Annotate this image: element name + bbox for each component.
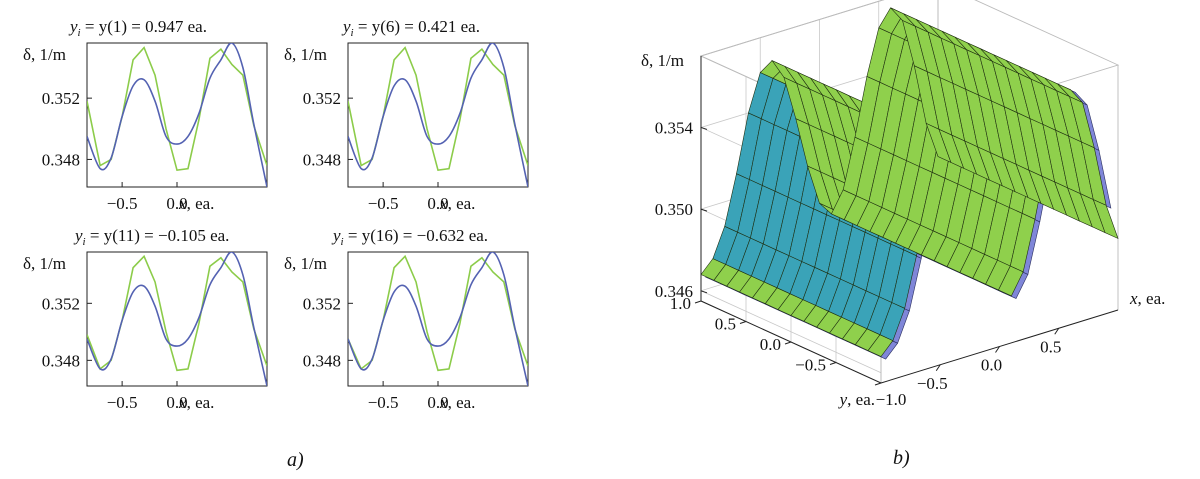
x-tick-mark [1054,327,1060,335]
z-tick-label: 0.346 [655,282,693,301]
plot-frame [86,42,268,188]
chart-title: yi = y(16) = −0.632 ea. [331,226,488,248]
y-tick-label: 0.0 [760,335,781,354]
surface-plot-3d: 0.346 0.350 0.354 δ, 1/m −0.5 0.0 0.5 x, ea. −1.… [641,0,1165,409]
x-tick-label: −0.5 [107,393,138,412]
y-tick-mark [829,362,837,365]
y-tick-mark [739,321,747,324]
x-axis-label: x, ea. [439,393,475,412]
z-axis-label: δ, 1/m [641,51,684,70]
y-axis-label: δ, 1/m [23,45,66,64]
y-axis-label: δ, 1/m [23,254,66,273]
x-tick-label: −0.5 [368,393,399,412]
y-tick-label: 1.0 [670,294,691,313]
x-tick-label: −0.5 [368,194,399,213]
x-tick-label: −0.5 [917,374,948,393]
y-tick-mark [694,300,702,304]
y-tick-label: 0.352 [42,294,80,313]
z-tick-mark [700,208,708,212]
x-tick-label: 0.0 [427,194,448,213]
y-axis-label: δ, 1/m [284,254,327,273]
line-chart-a2: yi = y(6) = 0.421 ea. δ, 1/m 0.348 0.352 −0.… [284,17,529,213]
y-axis-label: δ, 1/m [284,45,327,64]
x-tick-mark [935,364,941,372]
y-tick-label: 0.348 [42,150,80,169]
z-tick-mark [700,126,708,130]
line-chart-a3: yi = y(11) = −0.105 ea. δ, 1/m 0.348 0.352 −… [23,226,268,412]
x-tick-label: 0.0 [981,356,1002,375]
chart-title: yi = y(6) = 0.421 ea. [341,17,480,39]
x-tick-label: −0.5 [107,194,138,213]
series-line-blue [87,43,267,187]
y-tick-label: 0.352 [42,89,80,108]
series-line-blue [348,43,528,187]
y-tick-label: 0.348 [42,351,80,370]
panel-label-b: b) [893,447,910,469]
line-chart-a1: yi = y(1) = 0.947 ea.δ, 1/m 0.348 0.352 −0.… [23,17,268,213]
x-tick-label: 0.5 [1040,337,1061,356]
series-line-blue [348,252,528,386]
chart-title: yi = y(11) = −0.105 ea. [73,226,229,248]
green-surface-facet [1092,199,1119,240]
line-chart-a4: yi = y(16) = −0.632 ea.δ, 1/m 0.348 0.352 −… [284,226,529,412]
x-tick-mark [995,346,1000,353]
y-tick-label: 0.5 [715,315,736,334]
x-tick-label: 0.0 [427,393,448,412]
y-tick-label: 0.348 [303,351,341,370]
y-tick-label: −0.5 [795,356,826,375]
x-tick-label: 0.0 [166,393,187,412]
z-tick-label: 0.350 [655,200,693,219]
plot-frame [347,42,529,188]
z-tick-label: 0.354 [655,118,694,137]
x-tick-label: 0.0 [166,194,187,213]
plot-frame [347,251,529,387]
y-tick-label: 0.352 [303,89,341,108]
plot-frame [86,251,268,387]
y-tick-mark [784,341,792,345]
y-tick-label: 0.348 [303,150,341,169]
series-line-blue [87,252,267,386]
panels-2d: yi = y(1) = 0.947 ea.δ, 1/m0.3480.352−0.… [23,17,529,412]
y-tick-label: 0.352 [303,294,341,313]
chart-title: yi = y(1) = 0.947 ea. [68,17,207,39]
y-tick-mark [874,382,882,386]
x-axis-label: x, ea. [439,194,475,213]
x-axis-label: x, ea. [178,393,214,412]
y-tick-label: −1.0 [876,390,907,409]
x-axis-label: x, ea. [178,194,214,213]
panel-label-a: a) [287,449,304,471]
x-axis-label: x, ea. [1129,289,1165,308]
y-axis-label: y, ea. [838,390,875,409]
z-tick-mark [700,290,708,294]
